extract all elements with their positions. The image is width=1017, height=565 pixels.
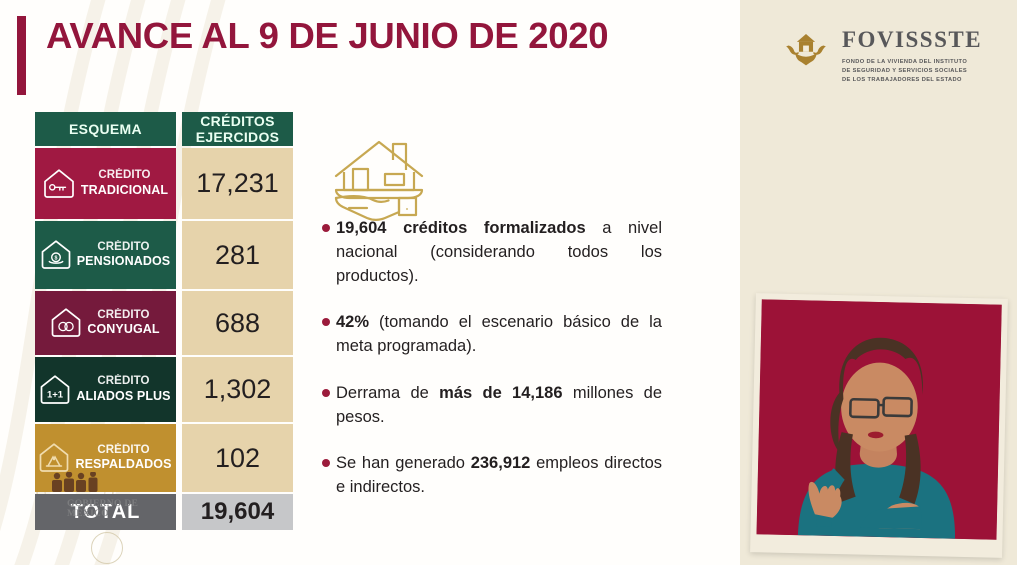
svg-text:$: $: [54, 256, 57, 262]
svg-text:1+1: 1+1: [47, 389, 64, 400]
